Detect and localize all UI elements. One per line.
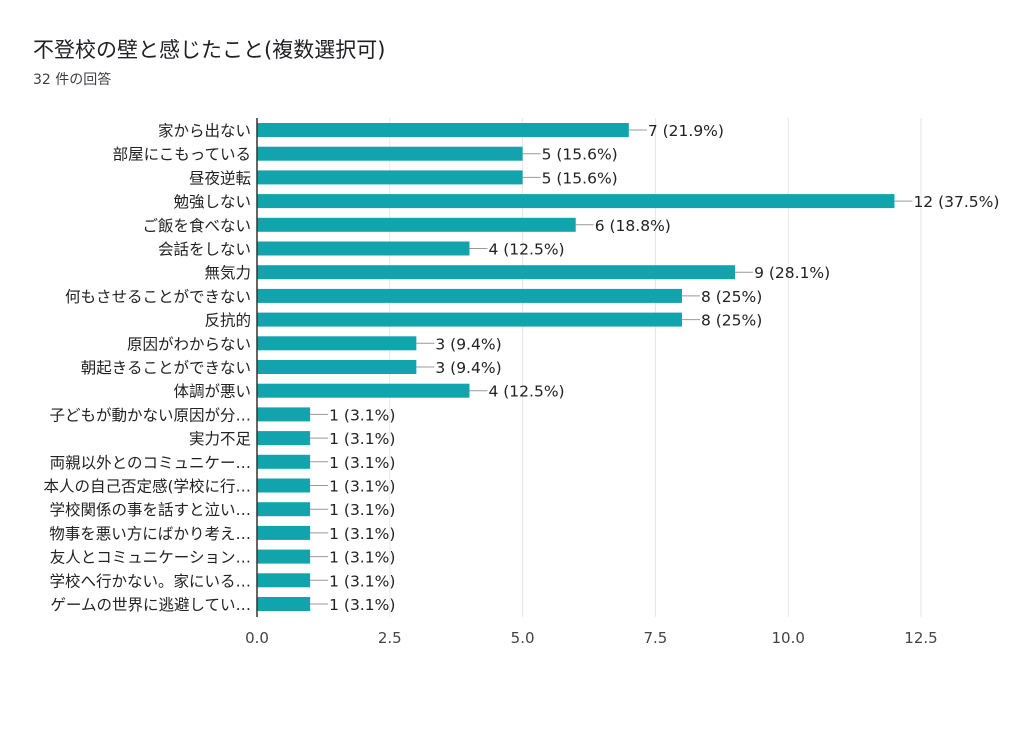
value-label: 6 (18.8%) — [595, 217, 671, 235]
value-label: 9 (28.1%) — [754, 264, 830, 282]
bar — [257, 336, 417, 351]
x-tick-label: 12.5 — [904, 629, 937, 647]
category-label: 反抗的 — [204, 312, 251, 330]
x-tick-label: 5.0 — [511, 629, 535, 647]
bars — [257, 123, 895, 611]
category-label: 家から出ない — [158, 122, 251, 140]
category-label: 昼夜逆転 — [189, 169, 251, 187]
value-label: 3 (9.4%) — [435, 359, 501, 377]
bar — [257, 123, 629, 137]
category-label: 本人の自己否定感(学校に行… — [43, 478, 251, 496]
bar — [257, 146, 523, 161]
category-label: 子どもが動かない原因が分… — [49, 406, 251, 424]
value-label: 5 (15.6%) — [542, 169, 618, 187]
category-label: 原因がわからない — [127, 335, 251, 353]
category-label: ゲームの世界に逃避してい… — [50, 596, 251, 614]
value-label: 4 (12.5%) — [488, 241, 564, 259]
x-tick-label: 0.0 — [245, 629, 269, 647]
category-label: ご飯を食べない — [142, 217, 251, 235]
value-label: 1 (3.1%) — [329, 525, 395, 543]
value-label: 4 (12.5%) — [488, 383, 564, 401]
bar — [257, 265, 736, 280]
value-label: 1 (3.1%) — [329, 478, 395, 496]
bar — [257, 217, 576, 232]
x-axis-ticks: 0.0 2.5 5.0 7.5 10.0 12.5 — [245, 629, 938, 647]
category-label: 実力不足 — [189, 430, 251, 448]
bar — [257, 502, 311, 517]
value-labels: 7 (21.9%) 5 (15.6%) 5 (15.6%) 12 (37.5%) 6 (… — [310, 122, 999, 614]
category-label: 何もさせることができない — [65, 288, 251, 306]
bar — [257, 478, 311, 493]
value-label: 1 (3.1%) — [329, 406, 395, 424]
bar — [257, 431, 311, 446]
category-label: 友人とコミュニケーション… — [50, 549, 251, 567]
bar — [257, 454, 311, 469]
value-label: 1 (3.1%) — [329, 572, 395, 590]
value-label: 1 (3.1%) — [329, 430, 395, 448]
response-count: 32 件の回答 — [33, 72, 112, 88]
category-label: 無気力 — [204, 264, 251, 282]
bar — [257, 549, 311, 564]
x-tick-label: 7.5 — [643, 629, 667, 647]
category-label: 学校へ行かない。家にいる… — [49, 572, 251, 590]
value-label: 12 (37.5%) — [913, 193, 999, 211]
category-label: 体調が悪い — [173, 383, 251, 401]
value-label: 8 (25%) — [701, 312, 762, 330]
category-label: 朝起きることができない — [81, 359, 251, 377]
category-labels: 家から出ない部屋にこもっている昼夜逆転勉強しないご飯を食べない会話をしない無気力… — [43, 122, 251, 614]
x-tick-label: 10.0 — [771, 629, 804, 647]
value-label: 7 (21.9%) — [648, 122, 724, 140]
bar — [257, 525, 311, 540]
bar — [257, 383, 470, 398]
value-label: 1 (3.1%) — [329, 454, 395, 472]
value-label: 8 (25%) — [701, 288, 762, 306]
value-label: 1 (3.1%) — [329, 501, 395, 519]
bar — [257, 241, 470, 256]
bar — [257, 170, 523, 185]
category-label: 両親以外とのコミュニケー… — [50, 454, 251, 472]
bar — [257, 573, 311, 588]
bar — [257, 597, 311, 611]
value-label: 1 (3.1%) — [329, 549, 395, 567]
bar — [257, 407, 311, 422]
x-tick-label: 2.5 — [378, 629, 402, 647]
category-label: 部屋にこもっている — [113, 146, 251, 164]
chart-title: 不登校の壁と感じたこと(複数選択可) — [33, 38, 386, 62]
category-label: 学校関係の事を話すと泣い… — [49, 501, 251, 519]
category-label: 物事を悪い方にばかり考え… — [49, 525, 251, 543]
bar — [257, 194, 895, 209]
value-label: 3 (9.4%) — [435, 335, 501, 353]
category-label: 勉強しない — [173, 193, 251, 211]
value-label: 1 (3.1%) — [329, 596, 395, 614]
value-label: 5 (15.6%) — [542, 146, 618, 164]
bar — [257, 288, 682, 303]
bar — [257, 312, 682, 327]
bar — [257, 360, 417, 374]
category-label: 会話をしない — [158, 241, 251, 259]
